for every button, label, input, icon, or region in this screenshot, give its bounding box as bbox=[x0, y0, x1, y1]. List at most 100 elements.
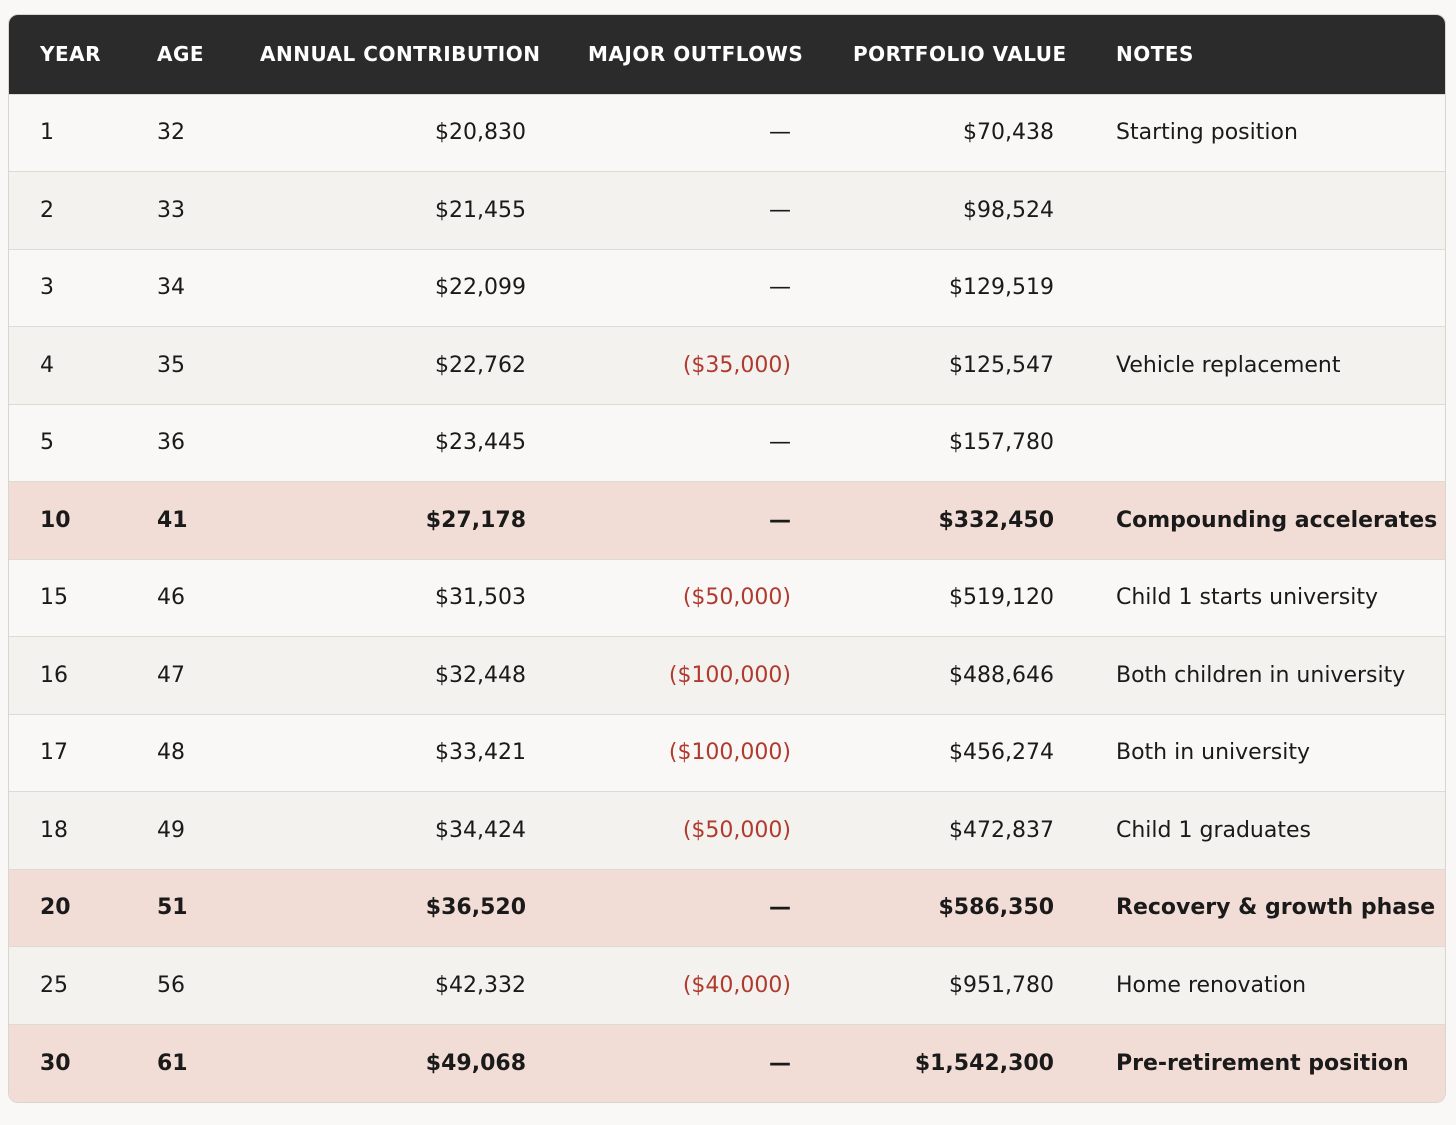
table-cell: $125,547 bbox=[822, 326, 1085, 404]
table-cell: 25 bbox=[9, 946, 126, 1024]
table-cell: 30 bbox=[9, 1023, 126, 1102]
table-cell: Recovery & growth phase bbox=[1085, 868, 1445, 947]
table-cell: $49,068 bbox=[229, 1023, 557, 1102]
table-row: 1 32 $20,830— $70,438 Starting position bbox=[9, 93, 1445, 172]
table-row: 17 48 $33,421 ($100,000) $456,274 Both in uni… bbox=[9, 713, 1445, 792]
column-header: AGE bbox=[126, 15, 229, 94]
table-row: 30 61 $49,068— $1,542,300 Pre-retirement pos… bbox=[9, 1023, 1445, 1102]
table-cell: $472,837 bbox=[822, 791, 1085, 869]
table-cell: $21,455 bbox=[229, 171, 557, 249]
table-cell: $23,445 bbox=[229, 403, 557, 482]
table-cell: — bbox=[557, 1023, 822, 1102]
table-cell: Starting position bbox=[1085, 93, 1445, 172]
table-cell: 15 bbox=[9, 558, 126, 637]
table-row: 25 56 $42,332 ($40,000) $951,780 Home renovat… bbox=[9, 946, 1445, 1024]
table-cell: 47 bbox=[126, 636, 229, 714]
table-cell: 20 bbox=[9, 868, 126, 947]
table-cell: — bbox=[557, 93, 822, 172]
table-cell: 32 bbox=[126, 93, 229, 172]
table-cell: — bbox=[557, 481, 822, 559]
table-cell: 33 bbox=[126, 171, 229, 249]
column-header: YEAR bbox=[9, 15, 126, 94]
table-cell: 48 bbox=[126, 713, 229, 792]
empty-cell bbox=[1085, 171, 1445, 249]
empty-cell bbox=[1085, 403, 1445, 482]
table-cell: $456,274 bbox=[822, 713, 1085, 792]
table-row: 2 33 $21,455— $98,524 bbox=[9, 171, 1445, 249]
table-row: 20 51 $36,520— $586,350 Recovery & growth ph… bbox=[9, 868, 1445, 947]
table-cell: 1 bbox=[9, 93, 126, 172]
table-body: 1 32 $20,830— $70,438 Starting position 2 33 $2… bbox=[9, 93, 1445, 1102]
table-cell: Pre-retirement position bbox=[1085, 1023, 1445, 1102]
table-cell: $98,524 bbox=[822, 171, 1085, 249]
table-row: 10 41 $27,178— $332,450 Compounding accelera… bbox=[9, 481, 1445, 559]
table-cell: $31,503 bbox=[229, 558, 557, 637]
table-cell: 49 bbox=[126, 791, 229, 869]
table-cell: 16 bbox=[9, 636, 126, 714]
column-header: NOTES bbox=[1085, 15, 1445, 94]
table-cell: Child 1 graduates bbox=[1085, 791, 1445, 869]
table-cell: $1,542,300 bbox=[822, 1023, 1085, 1102]
table-cell: 41 bbox=[126, 481, 229, 559]
table-cell: $22,099 bbox=[229, 248, 557, 327]
table-cell: $20,830 bbox=[229, 93, 557, 172]
table-cell: Compounding accelerates bbox=[1085, 481, 1445, 559]
table-cell: 36 bbox=[126, 403, 229, 482]
table-cell: ($50,000) bbox=[557, 558, 822, 637]
table-cell: Home renovation bbox=[1085, 946, 1445, 1024]
header-row: YEAR AGE ANNUAL CONTRIBUTION MAJOR OUTFLOWS… bbox=[9, 15, 1445, 94]
table-cell: $27,178 bbox=[229, 481, 557, 559]
table-cell: 5 bbox=[9, 403, 126, 482]
table-row: 15 46 $31,503 ($50,000) $519,120 Child 1 star… bbox=[9, 558, 1445, 637]
table-cell: 35 bbox=[126, 326, 229, 404]
table-row: 5 36 $23,445— $157,780 bbox=[9, 403, 1445, 482]
table-cell: $34,424 bbox=[229, 791, 557, 869]
projection-table: YEAR AGE ANNUAL CONTRIBUTION MAJOR OUTFLOWS… bbox=[9, 15, 1445, 1102]
table-cell: $586,350 bbox=[822, 868, 1085, 947]
empty-cell bbox=[1085, 248, 1445, 327]
table-cell: Child 1 starts university bbox=[1085, 558, 1445, 637]
table-cell: Vehicle replacement bbox=[1085, 326, 1445, 404]
table-cell: 34 bbox=[126, 248, 229, 327]
table-cell: Both children in university bbox=[1085, 636, 1445, 714]
table-cell: — bbox=[557, 248, 822, 327]
table-cell: $32,448 bbox=[229, 636, 557, 714]
table-row: 3 34 $22,099— $129,519 bbox=[9, 248, 1445, 327]
table-cell: 10 bbox=[9, 481, 126, 559]
table-cell: $33,421 bbox=[229, 713, 557, 792]
table-cell: $488,646 bbox=[822, 636, 1085, 714]
table-row: 18 49 $34,424 ($50,000) $472,837 Child 1 grad… bbox=[9, 791, 1445, 869]
table-cell: $519,120 bbox=[822, 558, 1085, 637]
table-cell: $70,438 bbox=[822, 93, 1085, 172]
table-cell: ($50,000) bbox=[557, 791, 822, 869]
table-cell: $36,520 bbox=[229, 868, 557, 947]
table-cell: — bbox=[557, 171, 822, 249]
table-row: 4 35 $22,762 ($35,000) $125,547 Vehicle repla… bbox=[9, 326, 1445, 404]
table-cell: ($100,000) bbox=[557, 713, 822, 792]
table-cell: $332,450 bbox=[822, 481, 1085, 559]
table-cell: — bbox=[557, 403, 822, 482]
column-header: PORTFOLIO VALUE bbox=[822, 15, 1085, 94]
column-header: MAJOR OUTFLOWS bbox=[557, 15, 822, 94]
table-cell: 4 bbox=[9, 326, 126, 404]
table-cell: $157,780 bbox=[822, 403, 1085, 482]
table-cell: 46 bbox=[126, 558, 229, 637]
table-cell: 51 bbox=[126, 868, 229, 947]
table-cell: 61 bbox=[126, 1023, 229, 1102]
table-cell: Both in university bbox=[1085, 713, 1445, 792]
table-cell: $22,762 bbox=[229, 326, 557, 404]
table-cell: $42,332 bbox=[229, 946, 557, 1024]
table-cell: ($35,000) bbox=[557, 326, 822, 404]
table-cell: — bbox=[557, 868, 822, 947]
table-row: 16 47 $32,448 ($100,000) $488,646 Both childr… bbox=[9, 636, 1445, 714]
column-header: ANNUAL CONTRIBUTION bbox=[229, 15, 557, 94]
table-cell: 18 bbox=[9, 791, 126, 869]
table-cell: $129,519 bbox=[822, 248, 1085, 327]
table-cell: 17 bbox=[9, 713, 126, 792]
table-cell: 2 bbox=[9, 171, 126, 249]
table-cell: ($40,000) bbox=[557, 946, 822, 1024]
table-cell: ($100,000) bbox=[557, 636, 822, 714]
table-card: YEAR AGE ANNUAL CONTRIBUTION MAJOR OUTFLOWS… bbox=[8, 14, 1446, 1103]
table-cell: $951,780 bbox=[822, 946, 1085, 1024]
